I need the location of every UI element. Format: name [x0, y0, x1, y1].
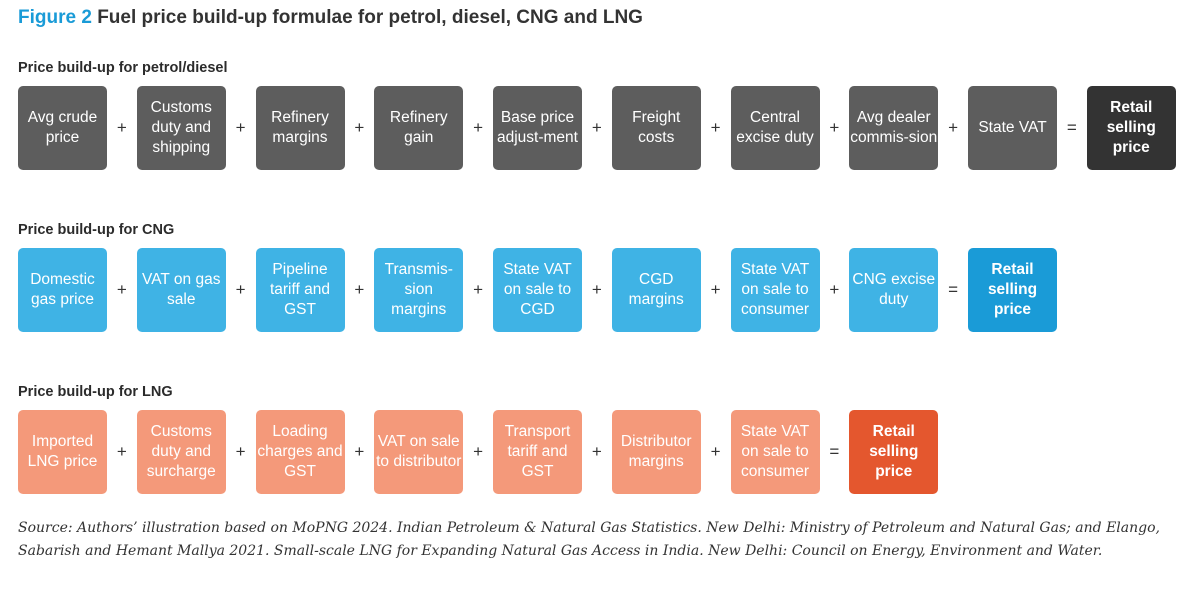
plus-sign: +: [948, 118, 959, 137]
figure-title: Figure 2 Fuel price build-up formulae fo…: [18, 7, 643, 29]
result-box: Retail selling price: [849, 410, 939, 494]
equals-sign: =: [829, 442, 840, 461]
component-box: Avg dealer commis-sion: [849, 86, 939, 170]
component-box: State VAT: [968, 86, 1057, 170]
source-note: Source: Authors’ illustration based on M…: [18, 520, 1160, 559]
component-box: Customs duty and surcharge: [136, 410, 226, 494]
component-box: CNG excise duty: [849, 248, 939, 332]
component-box: State VAT on sale to consumer: [730, 248, 820, 332]
equals-sign: =: [948, 280, 959, 299]
plus-sign: +: [591, 280, 602, 299]
component-box: Refinery margins: [255, 86, 345, 170]
component-box: CGD margins: [611, 248, 701, 332]
petrol-diesel-section: Price build-up for petrol/diesel Avg cru…: [18, 60, 1198, 170]
lng-section: Price build-up for LNG Imported LNG pric…: [18, 384, 1198, 494]
plus-sign: +: [116, 118, 127, 137]
section-title: Price build-up for petrol/diesel: [18, 60, 228, 76]
component-box: State VAT on sale to CGD: [493, 248, 582, 332]
component-box: Loading charges and GST: [255, 410, 345, 494]
component-box: Domestic gas price: [18, 248, 107, 332]
component-box: Transport tariff and GST: [493, 410, 582, 494]
component-box: Pipeline tariff and GST: [255, 248, 345, 332]
formula-row: Imported LNG price + Customs duty and surc…: [18, 410, 1198, 494]
formula-row: Avg crude price + Customs duty and shippin…: [18, 86, 1198, 170]
component-box: Base price adjust-ment: [493, 86, 582, 170]
plus-sign: +: [473, 442, 484, 461]
cng-section: Price build-up for CNG Domestic gas pric…: [18, 222, 1198, 332]
component-box: VAT on gas sale: [136, 248, 226, 332]
plus-sign: +: [116, 280, 127, 299]
plus-sign: +: [235, 280, 246, 299]
component-box: State VAT on sale to consumer: [730, 410, 820, 494]
plus-sign: +: [710, 118, 721, 137]
plus-sign: +: [473, 118, 484, 137]
section-title: Price build-up for LNG: [18, 384, 173, 400]
plus-sign: +: [473, 280, 484, 299]
plus-sign: +: [116, 442, 127, 461]
result-box: Retail selling price: [1086, 86, 1176, 170]
figure-label: Figure 2: [18, 7, 92, 28]
plus-sign: +: [354, 442, 365, 461]
plus-sign: +: [591, 442, 602, 461]
component-box: Avg crude price: [18, 86, 107, 170]
component-box: Distributor margins: [611, 410, 701, 494]
plus-sign: +: [829, 118, 840, 137]
plus-sign: +: [354, 118, 365, 137]
component-box: Refinery gain: [374, 86, 464, 170]
section-title: Price build-up for CNG: [18, 222, 175, 238]
component-box: Imported LNG price: [18, 410, 107, 494]
plus-sign: +: [591, 118, 602, 137]
component-box: VAT on sale to distributor: [374, 410, 464, 494]
plus-sign: +: [829, 280, 840, 299]
component-box: Customs duty and shipping: [136, 86, 226, 170]
plus-sign: +: [710, 442, 721, 461]
formula-row: Domestic gas price + VAT on gas sale + Pipel…: [18, 248, 1198, 332]
result-box: Retail selling price: [968, 248, 1057, 332]
plus-sign: +: [235, 118, 246, 137]
plus-sign: +: [235, 442, 246, 461]
plus-sign: +: [710, 280, 721, 299]
component-box: Transmis-sion margins: [374, 248, 464, 332]
component-box: Central excise duty: [730, 86, 820, 170]
figure-title-text: Fuel price build-up formulae for petrol,…: [97, 7, 643, 28]
component-box: Freight costs: [611, 86, 701, 170]
plus-sign: +: [354, 280, 365, 299]
equals-sign: =: [1066, 118, 1077, 137]
